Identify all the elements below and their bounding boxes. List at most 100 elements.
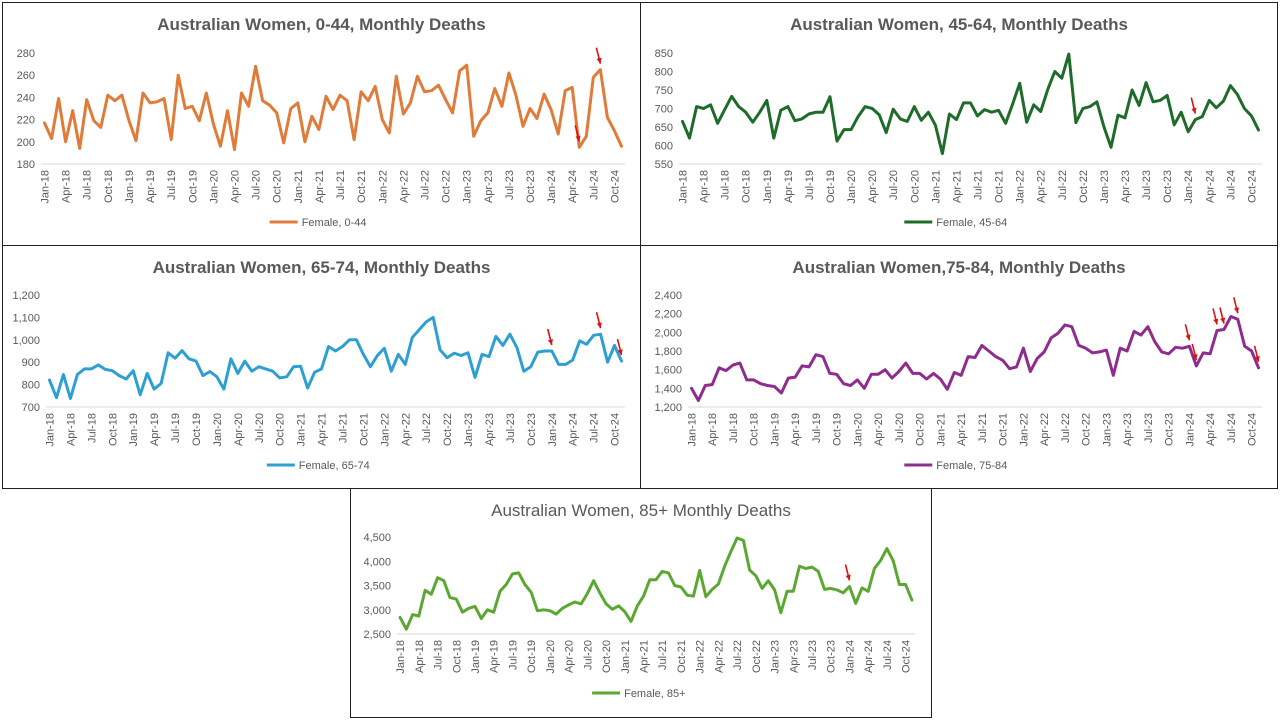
chart-panel-45-64: Australian Women, 45-64, Monthly Deaths 5…: [640, 2, 1278, 246]
x-tick-label: Jan-23: [1099, 170, 1111, 204]
x-tick-label: Apr-22: [713, 640, 725, 673]
y-tick-label: 220: [17, 115, 35, 127]
chart-title: Australian Women,75-84, Monthly Deaths: [792, 258, 1125, 277]
x-tick-label: Apr-22: [1039, 413, 1051, 446]
x-tick-label: Oct-23: [525, 170, 537, 203]
x-tick-label: Jul-21: [973, 170, 985, 200]
x-tick-label: Jul-19: [507, 640, 519, 670]
annotation-arrow: [1219, 307, 1226, 324]
x-tick-label: Jan-19: [762, 170, 774, 204]
x-tick-label: Jul-24: [588, 170, 600, 200]
x-tick-label: Apr-19: [790, 413, 802, 446]
x-tick-label: Apr-19: [489, 640, 501, 673]
x-tick-label: Jan-24: [1184, 413, 1196, 447]
y-tick-label: 240: [17, 92, 35, 104]
legend-label: Female, 65-74: [299, 460, 370, 472]
x-tick-label: Apr-23: [484, 413, 496, 446]
series-line: [43, 63, 623, 152]
x-tick-label: Oct-20: [909, 170, 921, 203]
x-tick-label: Oct-18: [451, 640, 463, 673]
x-tick-label: Oct-21: [358, 413, 370, 446]
x-tick-label: Oct-24: [1246, 170, 1258, 203]
x-tick-label: Apr-19: [145, 170, 157, 203]
x-tick-label: Oct-22: [1078, 170, 1090, 203]
x-tick-label: Jan-24: [844, 640, 856, 674]
chart-panel-0-44: Australian Women, 0-44, Monthly Deaths 18…: [2, 2, 641, 246]
legend-label: Female, 75-84: [936, 460, 1007, 472]
y-tick-label: 2,200: [654, 309, 682, 321]
x-tick-label: Oct-24: [1247, 413, 1259, 446]
annotation-arrow: [595, 47, 602, 64]
x-tick-label: Oct-22: [1081, 413, 1093, 446]
x-tick-label: Jan-24: [1183, 170, 1195, 204]
y-tick-label: 900: [22, 357, 40, 369]
series-line: [398, 536, 914, 631]
x-tick-label: Apr-24: [568, 413, 580, 446]
chart-85-plus: Australian Women, 85+ Monthly Deaths 2,50…: [363, 501, 915, 700]
x-tick-label: Jan-21: [296, 413, 308, 447]
x-tick-label: Jul-19: [804, 170, 816, 200]
x-tick-label: Apr-20: [867, 170, 879, 203]
x-tick-label: Jan-18: [686, 413, 698, 447]
x-tick-label: Apr-20: [233, 413, 245, 446]
x-tick-label: Oct-20: [915, 413, 927, 446]
y-tick-label: 3,000: [363, 605, 391, 617]
x-tick-label: Apr-21: [951, 170, 963, 203]
x-tick-label: Jan-21: [930, 170, 942, 204]
y-tick-label: 200: [17, 137, 35, 149]
annotation-arrow: [1184, 324, 1191, 341]
x-tick-label: Oct-19: [191, 413, 203, 446]
x-tick-label: Jul-23: [504, 170, 516, 200]
x-tick-label: Jul-21: [657, 640, 669, 670]
x-tick-label: Jan-20: [846, 170, 858, 204]
y-tick-label: 1,200: [12, 290, 40, 302]
x-tick-label: Oct-23: [826, 640, 838, 673]
x-tick-label: Oct-20: [275, 413, 287, 446]
x-tick-label: Oct-23: [1162, 170, 1174, 203]
x-tick-label: Apr-22: [1036, 170, 1048, 203]
x-tick-label: Jan-20: [212, 413, 224, 447]
chart-panel-65-74: Australian Women, 65-74, Monthly Deaths 7…: [2, 245, 641, 489]
x-tick-label: Jan-20: [208, 170, 220, 204]
x-tick-label: Oct-18: [749, 413, 761, 446]
x-tick-label: Apr-19: [783, 170, 795, 203]
x-tick-label: Jan-20: [545, 640, 557, 674]
y-tick-label: 600: [655, 141, 673, 153]
chart-panel-75-84: Australian Women,75-84, Monthly Deaths 1,…: [640, 245, 1278, 489]
x-tick-label: Jan-19: [769, 413, 781, 447]
x-tick-label: Jul-20: [251, 170, 263, 200]
x-tick-label: Jan-22: [1018, 413, 1030, 447]
x-tick-label: Jul-24: [882, 640, 894, 670]
x-tick-label: Apr-24: [1205, 413, 1217, 446]
x-tick-label: Jan-18: [678, 170, 690, 204]
x-tick-label: Jan-18: [40, 170, 52, 204]
y-tick-label: 850: [655, 48, 673, 60]
x-tick-label: Jul-22: [732, 640, 744, 670]
x-tick-label: Jan-21: [293, 170, 305, 204]
x-tick-label: Oct-24: [901, 640, 913, 673]
x-tick-label: Oct-22: [441, 170, 453, 203]
x-tick-label: Apr-18: [61, 170, 73, 203]
x-tick-label: Jul-22: [421, 413, 433, 443]
x-tick-label: Apr-21: [317, 413, 329, 446]
chart-panel-85-plus: Australian Women, 85+ Monthly Deaths 2,50…: [350, 488, 932, 718]
y-tick-label: 1,600: [654, 365, 682, 377]
x-tick-label: Apr-21: [314, 170, 326, 203]
x-tick-label: Jul-18: [433, 640, 445, 670]
x-tick-label: Jan-18: [395, 640, 407, 674]
x-tick-label: Jan-23: [1101, 413, 1113, 447]
x-tick-label: Jan-21: [935, 413, 947, 447]
x-tick-label: Jan-23: [462, 170, 474, 204]
x-tick-label: Oct-21: [994, 170, 1006, 203]
x-tick-label: Apr-18: [699, 170, 711, 203]
x-tick-label: Jan-22: [695, 640, 707, 674]
x-tick-label: Jan-19: [124, 170, 136, 204]
annotation-arrow: [574, 125, 581, 142]
annotation-arrow: [616, 338, 623, 356]
x-tick-label: Jul-19: [811, 413, 823, 443]
series-line: [48, 315, 623, 400]
x-tick-label: Oct-21: [998, 413, 1010, 446]
x-tick-label: Apr-23: [788, 640, 800, 673]
y-tick-label: 1,200: [654, 402, 682, 414]
chart-75-84: Australian Women,75-84, Monthly Deaths 1,…: [654, 258, 1262, 472]
